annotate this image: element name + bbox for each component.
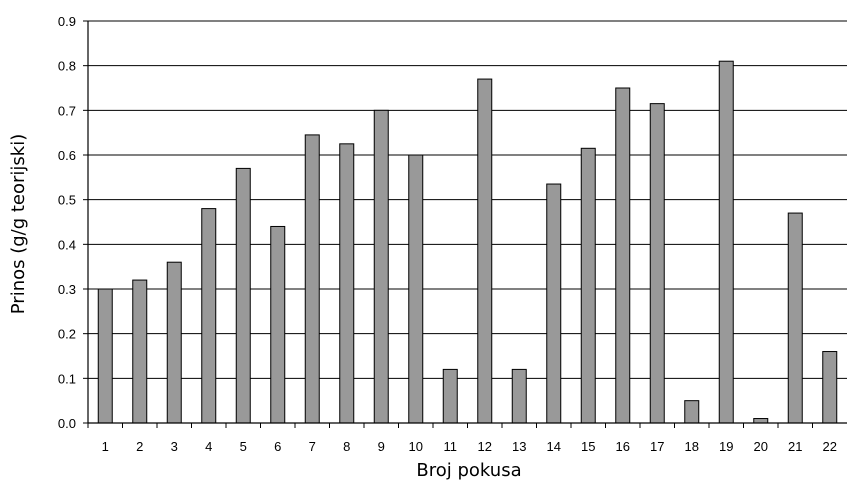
y-tick-labels: 0.0 0.1 0.2 0.3 0.4 0.5 0.6 0.7 0.8 0.9 [58,14,76,431]
x-tick-label: 12 [478,439,492,454]
bars [97,60,838,424]
x-tick-label: 1 [102,439,109,454]
x-tick-label: 11 [444,439,458,454]
x-axis-label: Broj pokusa [416,460,521,481]
bar-20 [753,418,769,424]
x-tick-label: 2 [136,439,143,454]
bar-16 [615,87,631,424]
bar-14 [546,183,562,424]
bar-6 [270,225,286,424]
x-tick-label: 17 [650,439,664,454]
y-tick-label: 0.4 [58,237,76,252]
bar-15 [580,147,596,424]
x-tick-label: 16 [616,439,630,454]
bar-5 [235,167,251,424]
y-tick-label: 0.9 [58,14,76,29]
bar-22 [822,351,838,424]
axes [83,20,847,428]
x-tick-label: 10 [409,439,423,454]
x-tick-label: 18 [685,439,699,454]
y-axis-label: Prinos (g/g teorijski) [8,134,29,315]
y-tick-label: 0.0 [58,416,76,431]
y-tick-label: 0.7 [58,103,76,118]
bar-9 [373,109,389,424]
bar-21 [787,212,803,424]
x-tick-label: 14 [547,439,561,454]
x-tick-label: 7 [309,439,316,454]
x-tick-label: 5 [240,439,247,454]
bar-11 [442,368,458,424]
bar-10 [408,154,424,424]
x-tick-label: 13 [512,439,526,454]
x-tick-label: 15 [581,439,595,454]
y-tick-label: 0.5 [58,193,76,208]
bar-19 [718,60,734,424]
x-tick-label: 19 [719,439,733,454]
x-tick-labels: 1 2 3 4 5 6 7 8 9 10 11 12 13 14 15 16 17 18 19 20 21 22 [102,439,837,454]
x-tick-label: 22 [823,439,837,454]
bar-18 [684,400,700,424]
bar-8 [339,143,355,424]
y-tick-label: 0.6 [58,148,76,163]
bar-2 [132,279,148,424]
bar-13 [511,368,527,424]
x-tick-label: 9 [378,439,385,454]
x-tick-label: 8 [343,439,350,454]
bar-17 [649,103,665,424]
x-tick-label: 21 [788,439,802,454]
bar-1 [97,288,113,424]
x-tick-label: 3 [171,439,178,454]
bar-4 [201,208,217,424]
x-tick-label: 20 [754,439,768,454]
y-tick-label: 0.2 [58,327,76,342]
bar-7 [304,134,320,424]
bar-3 [166,261,182,424]
y-tick-label: 0.3 [58,282,76,297]
y-tick-label: 0.8 [58,59,76,74]
y-tick-label: 0.1 [58,371,76,386]
x-tick-label: 6 [274,439,281,454]
x-tick-label: 4 [205,439,212,454]
bar-12 [477,78,493,424]
